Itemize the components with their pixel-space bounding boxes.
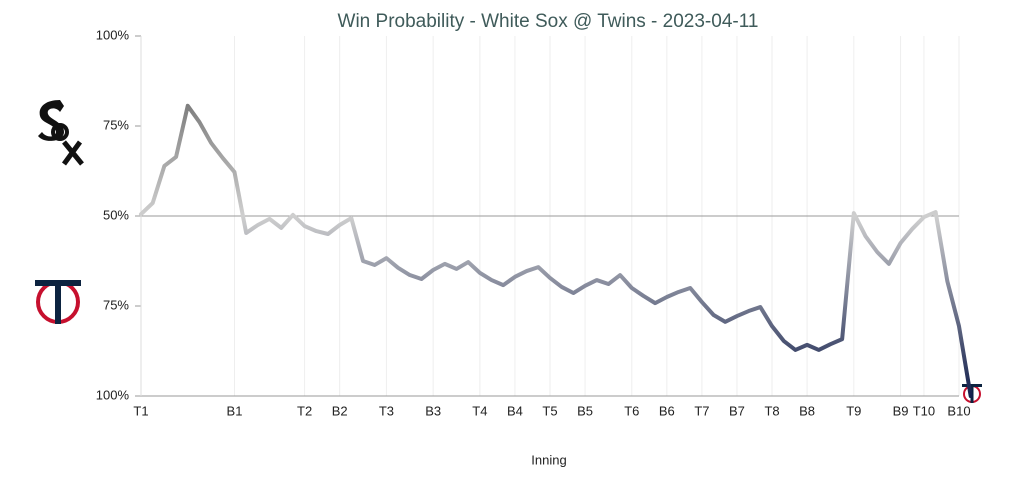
x-tick-label: B6 bbox=[659, 403, 675, 418]
x-tick-label: T7 bbox=[694, 403, 709, 418]
x-tick-label: T4 bbox=[472, 403, 487, 418]
x-tick-label: B3 bbox=[425, 403, 441, 418]
y-tick-label: 100% bbox=[96, 387, 130, 402]
y-tick-label: 50% bbox=[103, 207, 129, 222]
x-tick-label: T2 bbox=[297, 403, 312, 418]
x-tick-label: T1 bbox=[133, 403, 148, 418]
win-probability-line bbox=[139, 103, 973, 398]
y-tick-label: 75% bbox=[103, 117, 129, 132]
x-axis-label: Inning bbox=[531, 452, 566, 467]
x-tick-label: B2 bbox=[332, 403, 348, 418]
x-tick-label: T5 bbox=[542, 403, 557, 418]
x-tick-label: T8 bbox=[764, 403, 779, 418]
x-tick-label: T10 bbox=[913, 403, 935, 418]
x-tick-label: B5 bbox=[577, 403, 593, 418]
y-tick-label: 100% bbox=[96, 27, 130, 42]
x-tick-label: T3 bbox=[379, 403, 394, 418]
x-tick-label: T9 bbox=[846, 403, 861, 418]
white-sox-logo bbox=[38, 100, 84, 166]
x-tick-label: B1 bbox=[227, 403, 243, 418]
x-tick-label: B10 bbox=[947, 403, 970, 418]
y-tick-label: 75% bbox=[103, 297, 129, 312]
x-tick-label: T6 bbox=[624, 403, 639, 418]
chart-title: Win Probability - White Sox @ Twins - 20… bbox=[338, 11, 759, 32]
x-tick-label: B8 bbox=[799, 403, 815, 418]
x-tick-label: B9 bbox=[893, 403, 909, 418]
x-tick-label: B7 bbox=[729, 403, 745, 418]
twins-logo bbox=[35, 280, 81, 324]
x-tick-label: B4 bbox=[507, 403, 523, 418]
